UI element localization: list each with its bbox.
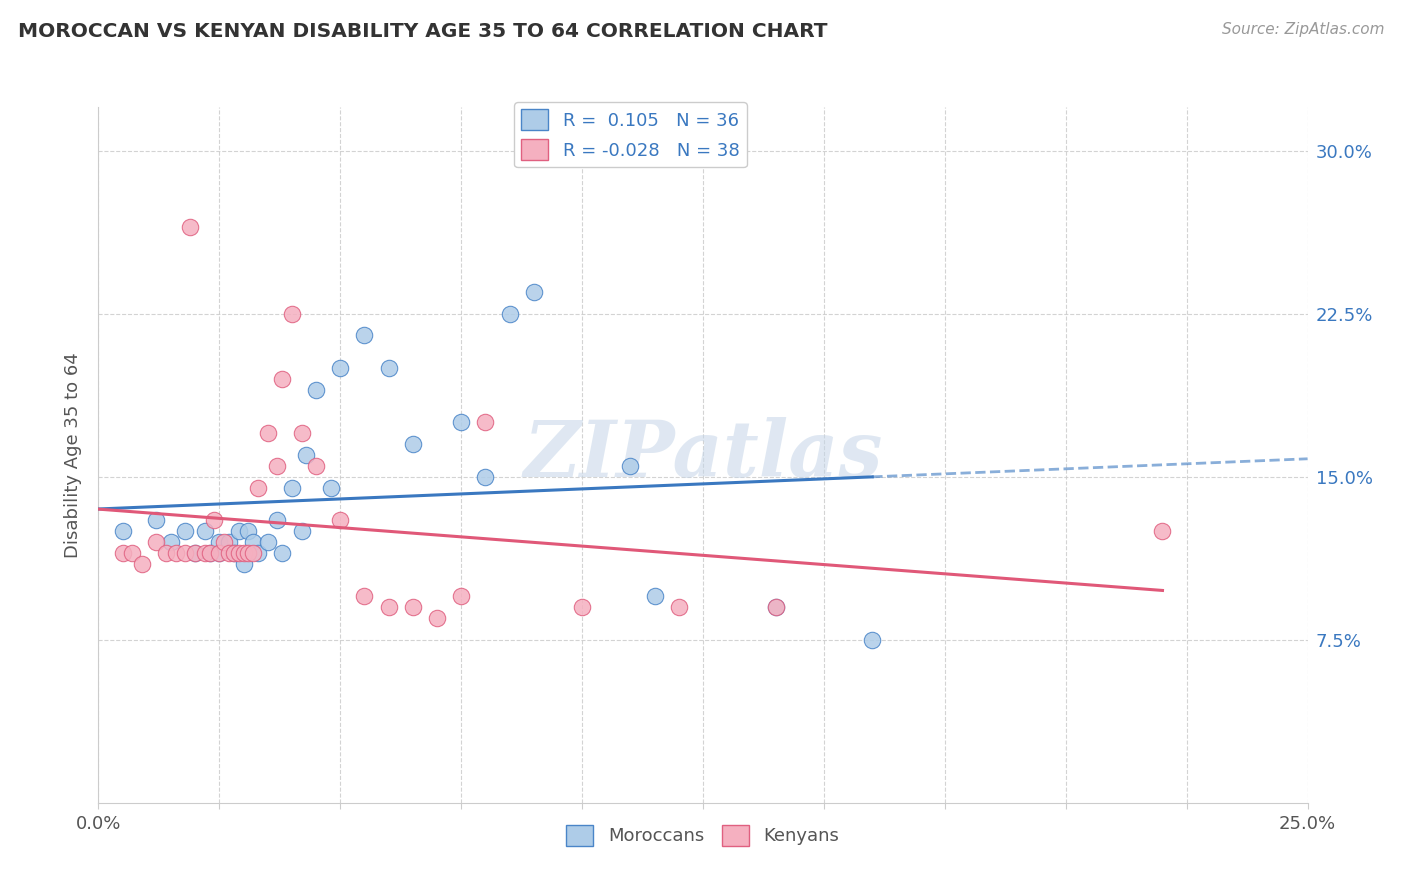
Point: [228, 524, 250, 538]
Legend: Moroccans, Kenyans: Moroccans, Kenyans: [560, 818, 846, 853]
Point: [194, 524, 217, 538]
Point: [222, 546, 245, 560]
Point: [247, 546, 270, 560]
Point: [281, 307, 304, 321]
Point: [198, 546, 221, 560]
Point: [165, 546, 187, 560]
Point: [271, 546, 294, 560]
Point: [319, 481, 342, 495]
Point: [238, 546, 260, 560]
Point: [668, 600, 690, 615]
Point: [198, 546, 221, 560]
Point: [145, 513, 167, 527]
Point: [271, 372, 294, 386]
Point: [765, 600, 787, 615]
Point: [160, 534, 183, 549]
Point: [377, 600, 399, 615]
Point: [329, 360, 352, 375]
Point: [765, 600, 787, 615]
Point: [222, 546, 245, 560]
Point: [218, 534, 240, 549]
Point: [266, 458, 288, 473]
Point: [619, 458, 641, 473]
Text: MOROCCAN VS KENYAN DISABILITY AGE 35 TO 64 CORRELATION CHART: MOROCCAN VS KENYAN DISABILITY AGE 35 TO …: [18, 22, 828, 41]
Text: ZIPatlas: ZIPatlas: [523, 417, 883, 493]
Point: [174, 546, 197, 560]
Point: [232, 557, 254, 571]
Point: [474, 469, 496, 483]
Point: [450, 589, 472, 603]
Point: [281, 481, 304, 495]
Point: [232, 546, 254, 560]
Point: [174, 524, 197, 538]
Point: [208, 546, 231, 560]
Point: [212, 534, 235, 549]
Point: [353, 328, 375, 343]
Point: [184, 546, 207, 560]
Point: [426, 611, 449, 625]
Point: [266, 513, 288, 527]
Point: [290, 426, 312, 441]
Point: [218, 546, 240, 560]
Point: [295, 448, 318, 462]
Point: [474, 415, 496, 429]
Point: [208, 546, 231, 560]
Point: [256, 426, 278, 441]
Point: [111, 524, 134, 538]
Point: [571, 600, 593, 615]
Point: [208, 534, 231, 549]
Point: [242, 546, 264, 560]
Point: [145, 534, 167, 549]
Point: [329, 513, 352, 527]
Point: [1152, 524, 1174, 538]
Point: [644, 589, 666, 603]
Point: [155, 546, 177, 560]
Point: [121, 546, 143, 560]
Point: [194, 546, 217, 560]
Point: [377, 360, 399, 375]
Point: [353, 589, 375, 603]
Point: [498, 307, 520, 321]
Text: Source: ZipAtlas.com: Source: ZipAtlas.com: [1222, 22, 1385, 37]
Point: [131, 557, 153, 571]
Point: [256, 534, 278, 549]
Point: [247, 481, 270, 495]
Point: [242, 534, 264, 549]
Point: [179, 219, 201, 234]
Point: [305, 383, 328, 397]
Point: [111, 546, 134, 560]
Point: [290, 524, 312, 538]
Point: [450, 415, 472, 429]
Point: [402, 600, 425, 615]
Point: [305, 458, 328, 473]
Point: [860, 632, 883, 647]
Point: [402, 437, 425, 451]
Point: [523, 285, 546, 299]
Point: [238, 524, 260, 538]
Y-axis label: Disability Age 35 to 64: Disability Age 35 to 64: [65, 352, 83, 558]
Point: [228, 546, 250, 560]
Point: [184, 546, 207, 560]
Point: [204, 513, 226, 527]
